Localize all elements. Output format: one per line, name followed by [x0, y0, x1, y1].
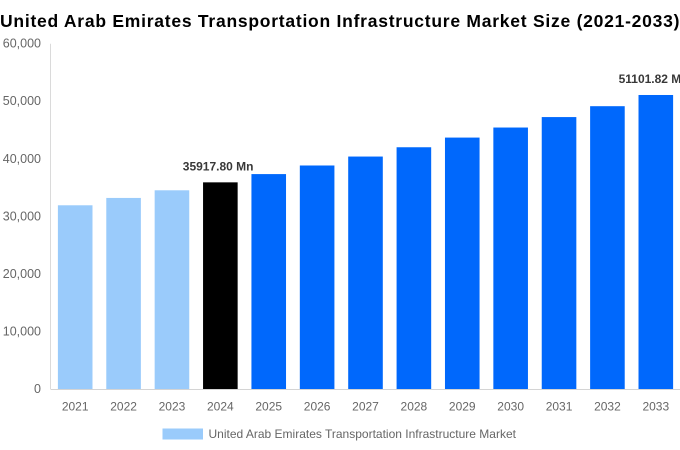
svg-text:2025: 2025 [255, 400, 282, 414]
svg-text:2021: 2021 [62, 400, 89, 414]
svg-text:40,000: 40,000 [3, 152, 41, 166]
svg-text:2033: 2033 [642, 400, 669, 414]
svg-text:2032: 2032 [594, 400, 621, 414]
svg-text:2030: 2030 [497, 400, 524, 414]
svg-text:0: 0 [34, 382, 41, 396]
svg-text:30,000: 30,000 [3, 209, 41, 223]
svg-text:United Arab Emirates Transport: United Arab Emirates Transportation Infr… [209, 427, 517, 441]
svg-text:2022: 2022 [110, 400, 137, 414]
svg-text:2029: 2029 [449, 400, 476, 414]
svg-text:20,000: 20,000 [3, 267, 41, 281]
svg-text:51101.82 Mn: 51101.82 Mn [619, 72, 680, 86]
svg-text:60,000: 60,000 [3, 37, 41, 51]
svg-text:2027: 2027 [352, 400, 379, 414]
svg-text:2023: 2023 [159, 400, 186, 414]
svg-text:35917.80 Mn: 35917.80 Mn [183, 160, 254, 174]
svg-text:2026: 2026 [304, 400, 331, 414]
svg-text:10,000: 10,000 [3, 324, 41, 338]
svg-text:2024: 2024 [207, 400, 234, 414]
svg-text:50,000: 50,000 [3, 94, 41, 108]
svg-text:2028: 2028 [401, 400, 428, 414]
svg-text:2031: 2031 [546, 400, 573, 414]
